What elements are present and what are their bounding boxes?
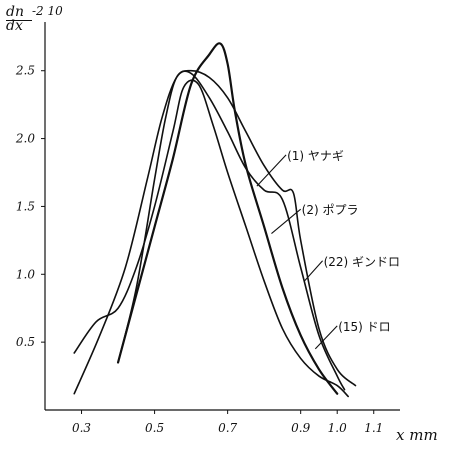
y-tick-label: 1.5	[16, 199, 35, 213]
y-tick-label: 1.0	[16, 267, 35, 281]
series-label: (22) ギンドロ	[323, 254, 401, 269]
y-tick-label: 2.0	[15, 132, 35, 146]
x-tick-label: 0.7	[218, 421, 237, 435]
leader-line	[256, 154, 287, 187]
x-tick-label: 0.9	[291, 421, 310, 435]
y-tick-label: 2.5	[15, 64, 35, 78]
x-tick-label: 1.0	[328, 421, 347, 435]
leader-line	[271, 208, 302, 234]
x-tick-label: 1.1	[364, 421, 383, 435]
series-label: (15) ドロ	[338, 319, 391, 334]
y-axis-label-denominator: dx	[6, 18, 23, 34]
series-line-1	[116, 42, 339, 395]
series-line-3	[117, 69, 357, 387]
leader-line	[314, 325, 338, 350]
chart-leaders	[256, 154, 338, 350]
y-tick-label: 0.5	[16, 335, 35, 349]
y-axis-scale: -2 10	[32, 4, 63, 18]
x-tick-label: 0.5	[145, 421, 164, 435]
series-label: (1) ヤナギ	[287, 148, 344, 163]
x-axis-label: x mm	[396, 426, 438, 444]
series-line-2	[73, 70, 346, 395]
y-axis-label-rule	[6, 20, 32, 21]
x-tick-label: 0.3	[72, 421, 91, 435]
series-label: (2) ポプラ	[301, 203, 359, 218]
chart-axes	[44, 22, 400, 411]
chart-series	[73, 42, 357, 398]
series-line-4	[73, 79, 349, 398]
chart-ticks: 0.3 0.5 0.7 0.9 1.0 1.1 0.5 1.0 1.5 2.0 2.5	[15, 64, 383, 435]
y-axis-label-numerator: dn	[6, 4, 24, 20]
leader-line	[303, 260, 324, 282]
